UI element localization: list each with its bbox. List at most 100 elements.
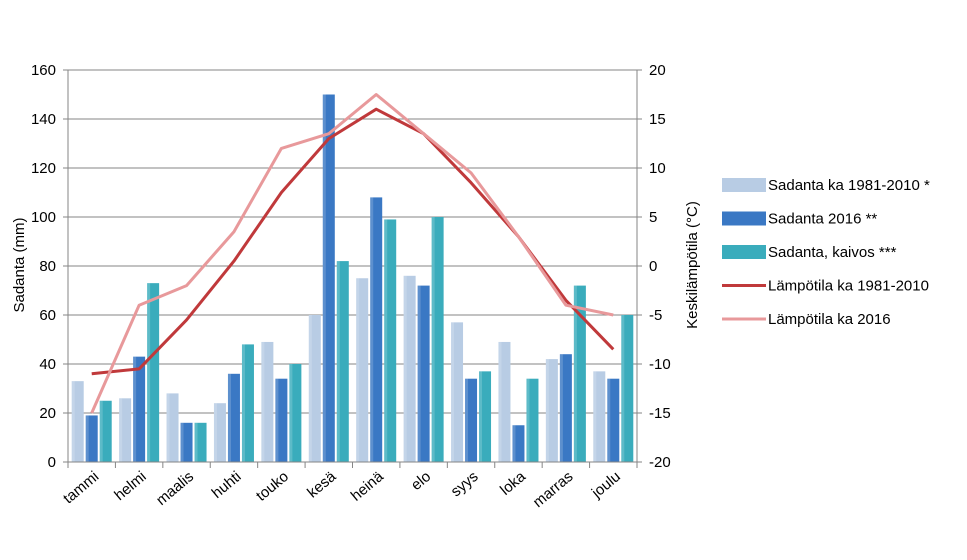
bar-highlight — [308, 315, 312, 462]
x-tick-label: heinä — [348, 468, 388, 505]
bar — [403, 275, 416, 462]
bar — [308, 315, 321, 462]
right-tick-label: 15 — [649, 111, 666, 128]
bar — [289, 364, 302, 462]
bar-highlight — [166, 393, 170, 462]
bar-highlight — [194, 422, 198, 462]
bar-highlight — [180, 422, 184, 462]
bar-highlight — [403, 275, 407, 462]
legend-label: Sadanta 2016 ** — [768, 211, 877, 228]
bar — [213, 403, 226, 462]
bar — [545, 359, 558, 462]
bar-highlight — [213, 403, 217, 462]
right-tick-label: -5 — [649, 307, 662, 324]
bar-highlight — [261, 341, 265, 462]
bar — [322, 94, 335, 462]
bar — [465, 378, 478, 462]
x-tick-label: maalis — [153, 468, 197, 509]
bar — [431, 217, 444, 462]
bar-highlight — [227, 373, 231, 462]
bar-highlight — [479, 371, 483, 462]
bar — [526, 378, 539, 462]
bar-series — [71, 94, 634, 462]
legend-label: Sadanta, kaivos *** — [768, 244, 897, 261]
bar — [356, 278, 369, 462]
x-tick-label: touko — [253, 468, 292, 505]
bar — [133, 356, 146, 462]
series-line — [90, 93, 614, 414]
left-tick-label: 120 — [31, 160, 56, 177]
bar-highlight — [85, 415, 89, 462]
bar-highlight — [417, 285, 421, 462]
right-tick-label: 5 — [649, 209, 657, 226]
bar-highlight — [336, 261, 340, 462]
left-tick-label: 60 — [39, 307, 56, 324]
bar — [180, 422, 193, 462]
bar — [119, 398, 132, 462]
bar — [336, 261, 349, 462]
bar-highlight — [512, 425, 516, 462]
x-tick-label: syys — [448, 468, 482, 500]
legend-label: Lämpötila ka 2016 — [768, 311, 891, 328]
legend: Sadanta ka 1981-2010 * Sadanta 2016 ** Sad… — [722, 177, 930, 328]
legend-label: Lämpötila ka 1981-2010 — [768, 278, 929, 295]
bar-highlight — [71, 381, 75, 462]
bar-highlight — [356, 278, 360, 462]
bar-highlight — [322, 94, 326, 462]
bar — [621, 315, 634, 462]
bar — [147, 283, 160, 462]
bar-highlight — [573, 285, 577, 462]
series-line — [91, 107, 615, 376]
bar-highlight — [119, 398, 123, 462]
bar — [384, 219, 397, 462]
bar — [451, 322, 464, 462]
left-tick-label: 40 — [39, 356, 56, 373]
bar — [498, 341, 511, 462]
bar-highlight — [498, 341, 502, 462]
bar-highlight — [275, 378, 279, 462]
legend-swatch — [722, 245, 766, 259]
right-tick-label: -10 — [649, 356, 671, 373]
right-tick-label: 10 — [649, 160, 666, 177]
legend-swatch — [722, 211, 766, 226]
bar-highlight — [559, 354, 563, 462]
bar-highlight — [384, 219, 388, 462]
x-tick-label: huhti — [209, 468, 245, 502]
bar — [417, 285, 430, 462]
right-tick-label: -20 — [649, 454, 671, 471]
left-tick-label: 20 — [39, 405, 56, 422]
bar — [607, 378, 620, 462]
bar — [559, 354, 572, 462]
left-tick-label: 100 — [31, 209, 56, 226]
gridlines — [63, 69, 642, 463]
line-series — [90, 93, 615, 414]
bar — [512, 425, 525, 462]
bar-highlight — [607, 378, 611, 462]
left-tick-label: 80 — [39, 258, 56, 275]
right-axis-title: Keskilämpötila (°C) — [684, 201, 701, 329]
bar — [85, 415, 98, 462]
bar-highlight — [621, 315, 625, 462]
bar-highlight — [431, 217, 435, 462]
bar-highlight — [545, 359, 549, 462]
x-tick-label: tammi — [60, 468, 102, 507]
bar — [479, 371, 492, 462]
bar — [261, 341, 274, 462]
bar-highlight — [526, 378, 530, 462]
bar-highlight — [147, 283, 151, 462]
left-axis-title: Sadanta (mm) — [11, 217, 28, 312]
bar — [241, 344, 254, 462]
bar-highlight — [289, 364, 293, 462]
bar-highlight — [370, 197, 374, 462]
bar — [71, 381, 84, 462]
bar-highlight — [99, 400, 103, 462]
bar — [194, 422, 207, 462]
x-tick-label: loka — [497, 468, 530, 499]
axes — [67, 70, 638, 468]
bar-highlight — [451, 322, 455, 462]
bar — [99, 400, 112, 462]
bar-highlight — [465, 378, 469, 462]
bar — [370, 197, 383, 462]
x-tick-label: kesä — [304, 468, 340, 502]
